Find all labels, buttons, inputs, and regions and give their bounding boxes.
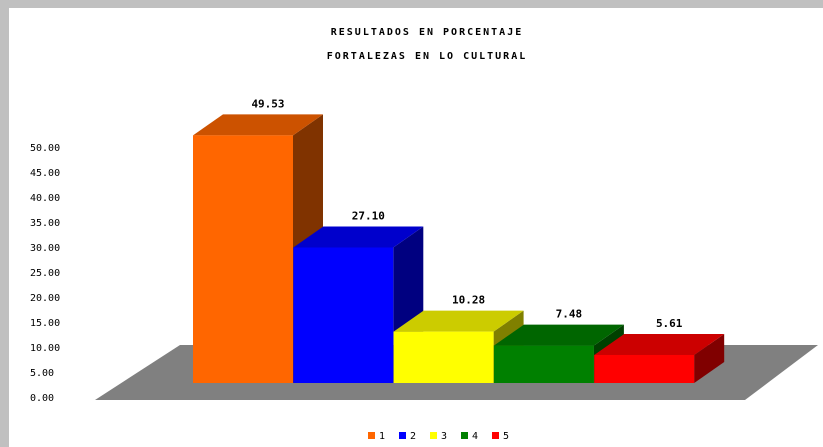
y-tick-label: 25.00 [30,268,60,279]
y-tick-label: 40.00 [30,193,60,204]
value-label: 7.48 [556,308,583,321]
y-tick-label: 0.00 [30,393,54,404]
y-tick-label: 45.00 [30,168,60,179]
legend-swatch [430,432,437,439]
bar-top [393,310,524,332]
y-tick-label: 5.00 [30,368,54,379]
bar-top [293,226,424,248]
bar-top [493,324,624,346]
bar-front [594,354,695,383]
value-label: 5.61 [656,317,683,330]
chart-title: RESULTADOS EN PORCENTAJE [331,27,524,38]
legend-swatch [492,432,499,439]
bar-front [393,331,494,383]
legend-label: 5 [503,431,509,442]
legend-label: 3 [441,431,447,442]
bar-side [694,333,725,383]
value-label: 49.53 [251,97,284,110]
legend-label: 1 [379,431,385,442]
legend-label: 2 [410,431,416,442]
y-tick-label: 20.00 [30,293,60,304]
bar-front [293,247,394,383]
value-label: 27.10 [352,210,385,223]
y-tick-label: 50.00 [30,143,60,154]
y-tick-label: 30.00 [30,243,60,254]
bar-top [193,114,323,136]
legend-swatch [461,432,468,439]
legend-swatch [368,432,375,439]
bar-front [193,135,293,383]
y-tick-label: 15.00 [30,318,60,329]
chart-title: FORTALEZAS EN LO CULTURAL [327,51,528,62]
y-tick-label: 35.00 [30,218,60,229]
bar-top [594,333,725,355]
legend-label: 4 [472,431,478,442]
legend-swatch [399,432,406,439]
bar-front [493,345,594,383]
bar [594,333,725,383]
y-tick-label: 10.00 [30,343,60,354]
value-label: 10.28 [452,294,485,307]
bar [193,114,323,383]
